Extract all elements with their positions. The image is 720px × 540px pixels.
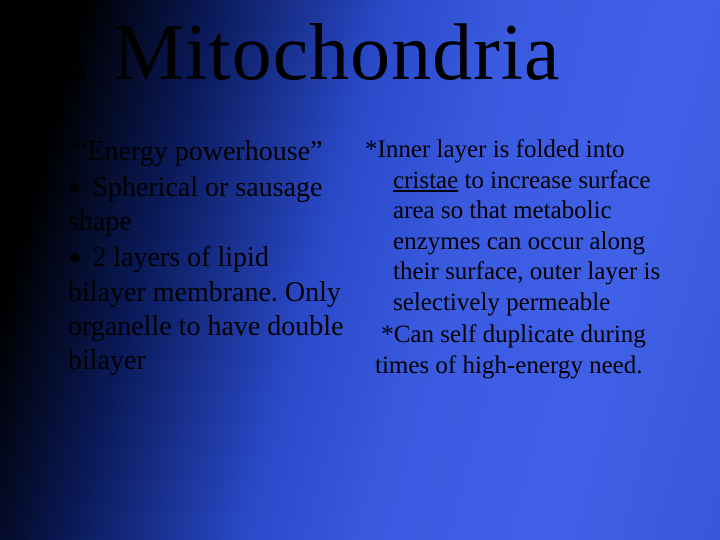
bullet-1: ● Spherical or sausage shape	[68, 171, 348, 239]
bullet-dot-icon: ●	[68, 244, 85, 269]
note-2-text: *Can self duplicate during times of high…	[365, 320, 690, 381]
intro-text: “Energy powerhouse”	[68, 135, 348, 169]
note-2: *Can self duplicate during times of high…	[365, 320, 690, 381]
right-column: *Inner layer is folded into cristae to i…	[365, 135, 690, 383]
note-1: *Inner layer is folded into cristae to i…	[365, 135, 690, 318]
bullet-2: ● 2 layers of lipid bilayer membrane. On…	[68, 241, 348, 378]
note-1-underline: cristae	[393, 167, 458, 194]
note-2-body: *Can self duplicate during times of high…	[375, 321, 646, 379]
note-1-body: cristae to increase surface area so that…	[365, 166, 690, 319]
slide-title: 1. Mitochondria	[30, 8, 560, 99]
note-1-lead: *Inner layer is folded into	[365, 136, 625, 163]
bullet-2-text: 2 layers of lipid bilayer membrane. Only…	[68, 242, 344, 375]
bullet-1-text: Spherical or sausage shape	[68, 172, 322, 237]
bullet-dot-icon: ●	[68, 174, 85, 199]
left-column: “Energy powerhouse” ● Spherical or sausa…	[68, 135, 348, 380]
intro-label: “Energy powerhouse”	[75, 136, 323, 167]
